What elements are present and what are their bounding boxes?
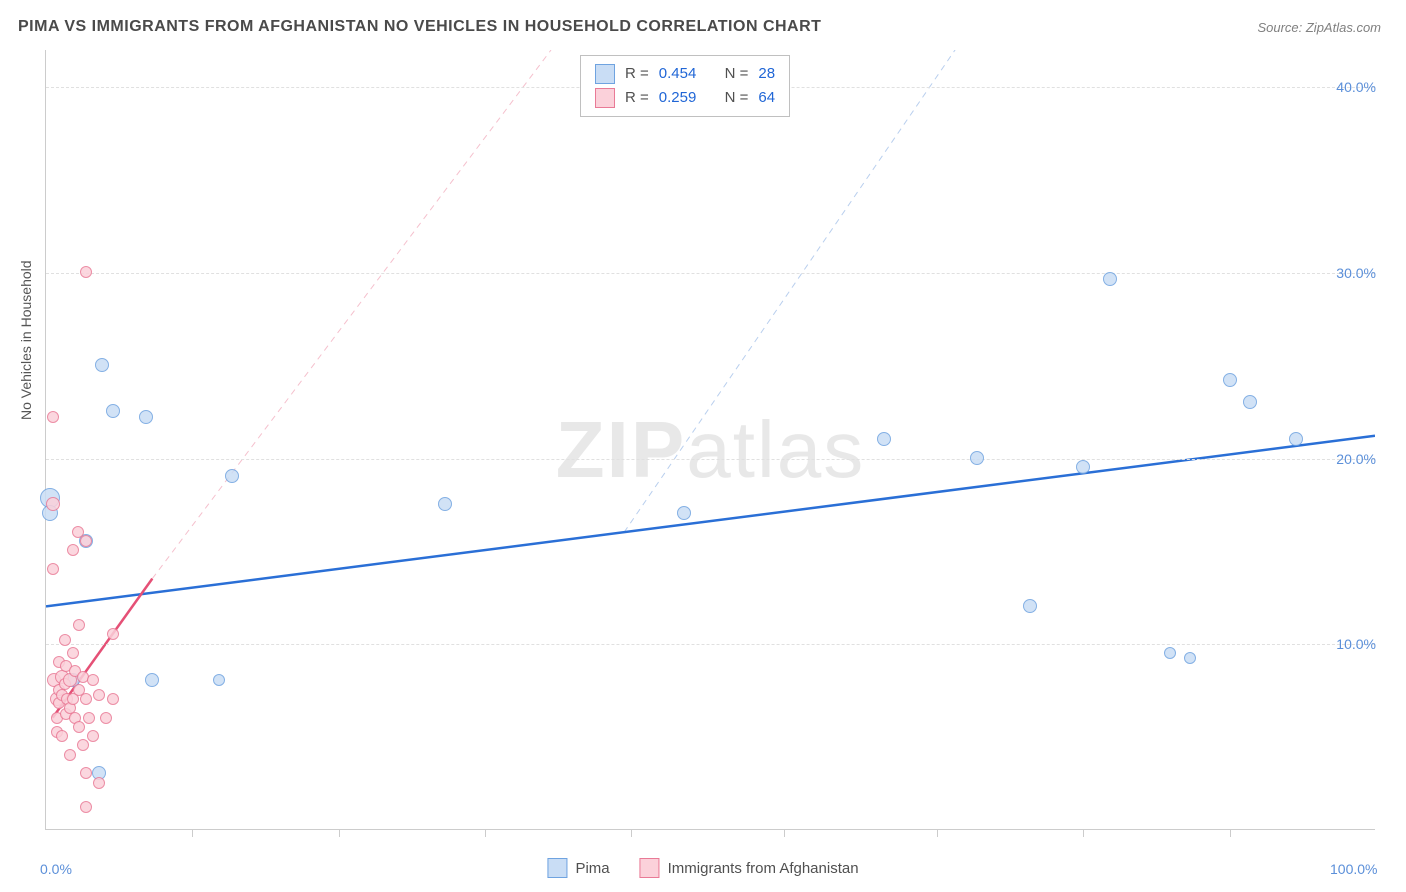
trend-line [46, 436, 1375, 607]
data-point [67, 647, 79, 659]
data-point [47, 411, 59, 423]
data-point [59, 634, 71, 646]
legend-label: Immigrants from Afghanistan [668, 860, 859, 877]
data-point [1184, 652, 1196, 664]
y-tick-label: 10.0% [1336, 636, 1376, 652]
data-point [87, 730, 99, 742]
data-point [1076, 460, 1090, 474]
x-tick-label: 100.0% [1330, 861, 1377, 877]
data-point [107, 693, 119, 705]
trend-lines-layer [46, 50, 1375, 829]
data-point [80, 693, 92, 705]
trend-line [152, 50, 551, 579]
data-point [145, 673, 159, 687]
gridline [46, 273, 1375, 274]
data-point [80, 266, 92, 278]
data-point [213, 674, 225, 686]
data-point [93, 689, 105, 701]
data-point [1243, 395, 1257, 409]
x-tick [937, 829, 938, 837]
legend-label: Pima [575, 860, 609, 877]
stat-n-label: N = [725, 62, 749, 86]
data-point [1289, 432, 1303, 446]
trend-line [624, 50, 1375, 532]
x-tick [631, 829, 632, 837]
y-tick-label: 20.0% [1336, 451, 1376, 467]
watermark: ZIPatlas [556, 404, 865, 496]
stats-row: R = 0.454 N = 28 [595, 62, 775, 86]
legend-swatch-afghan [640, 858, 660, 878]
data-point [107, 628, 119, 640]
stat-r-value: 0.259 [659, 86, 697, 110]
data-point [677, 506, 691, 520]
y-tick-label: 30.0% [1336, 265, 1376, 281]
source-attribution: Source: ZipAtlas.com [1257, 20, 1381, 35]
data-point [1164, 647, 1176, 659]
data-point [95, 358, 109, 372]
data-point [225, 469, 239, 483]
chart-title: PIMA VS IMMIGRANTS FROM AFGHANISTAN NO V… [18, 18, 821, 36]
stats-swatch [595, 64, 615, 84]
data-point [1023, 599, 1037, 613]
x-tick [784, 829, 785, 837]
data-point [877, 432, 891, 446]
data-point [77, 739, 89, 751]
legend-swatch-pima [547, 858, 567, 878]
stats-row: R = 0.259 N = 64 [595, 86, 775, 110]
x-tick [192, 829, 193, 837]
gridline [46, 644, 1375, 645]
gridline [46, 459, 1375, 460]
x-tick [1230, 829, 1231, 837]
data-point [100, 712, 112, 724]
stat-r-label: R = [625, 86, 649, 110]
x-tick [1083, 829, 1084, 837]
data-point [73, 619, 85, 631]
y-tick-label: 40.0% [1336, 79, 1376, 95]
stat-r-value: 0.454 [659, 62, 697, 86]
stats-swatch [595, 88, 615, 108]
data-point [438, 497, 452, 511]
x-tick-label: 0.0% [40, 861, 72, 877]
legend: Pima Immigrants from Afghanistan [547, 858, 858, 878]
data-point [56, 730, 68, 742]
data-point [46, 497, 60, 511]
data-point [80, 535, 92, 547]
data-point [80, 801, 92, 813]
legend-item-pima: Pima [547, 858, 609, 878]
data-point [106, 404, 120, 418]
data-point [139, 410, 153, 424]
data-point [73, 721, 85, 733]
data-point [64, 749, 76, 761]
data-point [970, 451, 984, 465]
data-point [93, 777, 105, 789]
scatter-plot-area: ZIPatlas [45, 50, 1375, 830]
data-point [87, 674, 99, 686]
stat-r-label: R = [625, 62, 649, 86]
data-point [1223, 373, 1237, 387]
y-axis-label: No Vehicles in Household [18, 260, 34, 420]
stat-n-value: 28 [758, 62, 775, 86]
legend-item-afghan: Immigrants from Afghanistan [640, 858, 859, 878]
data-point [80, 767, 92, 779]
data-point [67, 544, 79, 556]
x-tick [485, 829, 486, 837]
stat-n-value: 64 [758, 86, 775, 110]
data-point [83, 712, 95, 724]
data-point [47, 563, 59, 575]
data-point [1103, 272, 1117, 286]
x-tick [339, 829, 340, 837]
stat-n-label: N = [725, 86, 749, 110]
correlation-stats-box: R = 0.454 N = 28 R = 0.259 N = 64 [580, 55, 790, 117]
